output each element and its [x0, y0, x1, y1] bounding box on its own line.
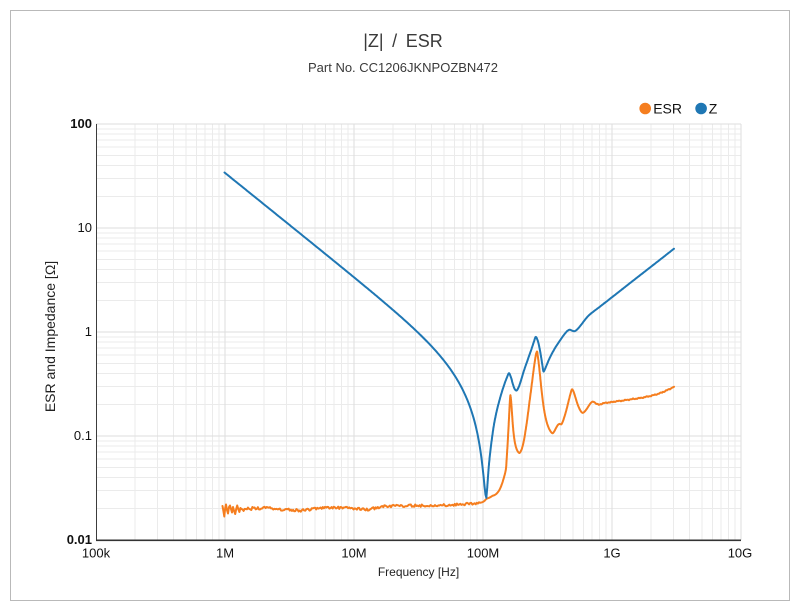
- svg-text:10G: 10G: [728, 546, 753, 561]
- svg-text:|Z| / ESR: |Z| / ESR: [363, 31, 443, 51]
- svg-text:0.01: 0.01: [67, 532, 92, 547]
- svg-text:100M: 100M: [467, 546, 500, 561]
- svg-text:10: 10: [78, 220, 92, 235]
- svg-text:1G: 1G: [603, 546, 620, 561]
- svg-text:1M: 1M: [216, 546, 234, 561]
- svg-text:Z: Z: [709, 101, 718, 117]
- svg-text:ESR and Impedance [Ω]: ESR and Impedance [Ω]: [42, 261, 58, 412]
- svg-text:ESR: ESR: [653, 101, 682, 117]
- svg-text:10M: 10M: [341, 546, 366, 561]
- svg-text:100k: 100k: [82, 546, 111, 561]
- svg-text:0.1: 0.1: [74, 428, 92, 443]
- svg-text:Frequency [Hz]: Frequency [Hz]: [378, 565, 459, 579]
- svg-text:1: 1: [85, 324, 92, 339]
- svg-text:Part No. CC1206JKNPOZBN472: Part No. CC1206JKNPOZBN472: [308, 60, 498, 75]
- svg-text:100: 100: [70, 116, 92, 131]
